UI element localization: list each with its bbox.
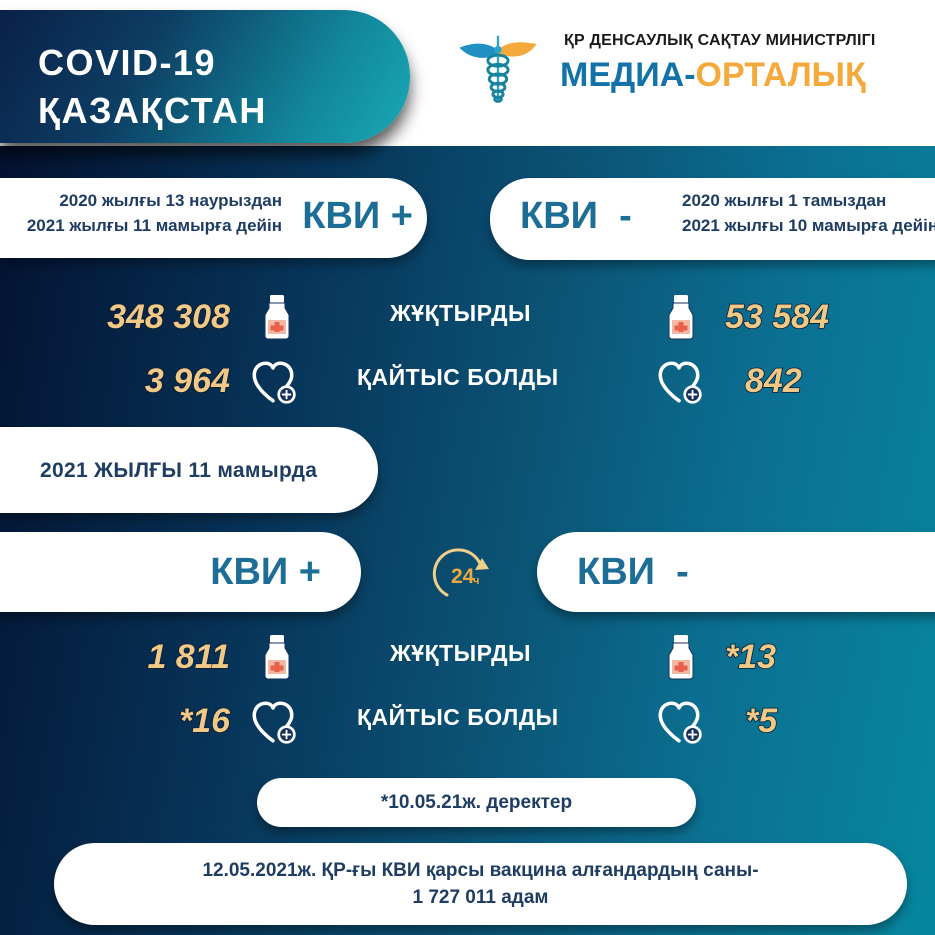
svg-text:ч: ч [473, 575, 479, 587]
svg-text:24: 24 [451, 565, 475, 588]
